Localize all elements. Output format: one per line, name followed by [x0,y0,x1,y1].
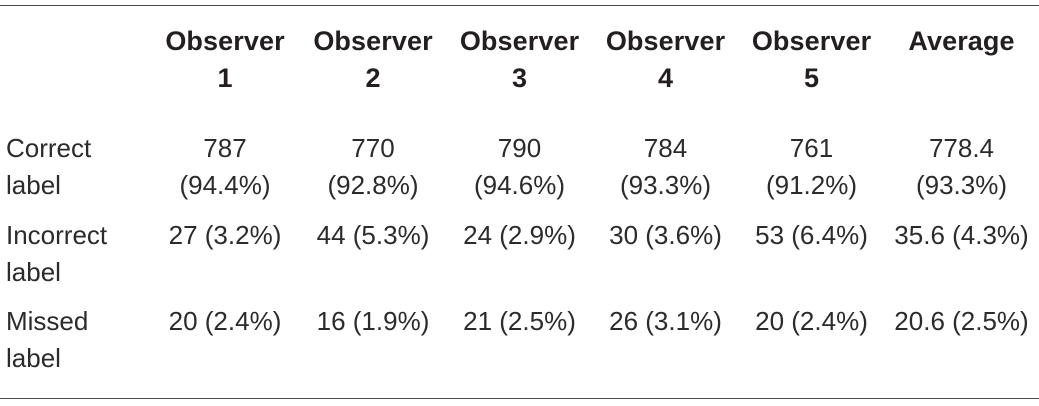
cell-percent: (93.3%) [915,170,1008,200]
table-cell: 21 (2.5%) [447,291,592,377]
table-cell: 790 (94.6%) [447,117,592,204]
cell-value: 30 (3.6%) [609,220,722,250]
cell-percent: (93.3%) [619,170,712,200]
table-cell: 784 (93.3%) [592,117,739,204]
table-cell: 53 (6.4%) [739,204,884,291]
table-bottom-rule [0,398,1039,399]
cell-percent: (94.6%) [473,170,566,200]
header-line-1: Observer [459,26,580,56]
header-line-1: Average [908,26,1015,56]
observer-label-table: Observer 1 Observer 2 Observer 3 Observe… [0,6,1039,377]
table-cell: 30 (3.6%) [592,204,739,291]
cell-value: 44 (5.3%) [316,220,430,250]
cell-value: 26 (3.1%) [609,306,722,336]
table-cell: 761 (91.2%) [739,117,884,204]
table-cell: 770 (92.8%) [299,117,447,204]
cell-percent: (92.8%) [327,170,419,200]
table-row-correct-label: Correct label 787 (94.4%) 770 (92.8%) 79… [0,117,1039,204]
header-row: Observer 1 Observer 2 Observer 3 Observe… [0,6,1039,117]
row-label-line-1: Correct [6,133,92,163]
table-row-missed-label: Missed label 20 (2.4%) 16 (1.9%) 21 (2.5… [0,291,1039,377]
header-line-2: 2 [365,63,381,93]
header-cell-empty [0,6,151,117]
table-cell: 35.6 (4.3%) [884,204,1039,291]
table-row-incorrect-label: Incorrect label 27 (3.2%) 44 (5.3%) 24 (… [0,204,1039,291]
table-cell: 20.6 (2.5%) [884,291,1039,377]
cell-value: 35.6 (4.3%) [894,220,1029,250]
header-line-1: Observer [313,26,433,56]
header-line-2: 1 [217,63,233,93]
cell-value: 770 [351,133,395,163]
cell-value: 24 (2.9%) [463,220,576,250]
cell-value: 21 (2.5%) [463,306,576,336]
table-cell: 20 (2.4%) [151,291,299,377]
table-cell: 26 (3.1%) [592,291,739,377]
row-label-cell: Correct label [0,117,151,204]
cell-percent: (94.4%) [179,170,271,200]
header-cell-observer-1: Observer 1 [151,6,299,117]
cell-value: 790 [497,133,542,163]
row-label-cell: Missed label [0,291,151,377]
table-cell: 778.4 (93.3%) [884,117,1039,204]
table-cell: 16 (1.9%) [299,291,447,377]
cell-percent: (91.2%) [765,170,858,200]
header-cell-observer-4: Observer 4 [592,6,739,117]
row-label-line-2: label [6,343,61,373]
table-cell: 787 (94.4%) [151,117,299,204]
table-cell: 27 (3.2%) [151,204,299,291]
header-line-1: Observer [165,26,285,56]
cell-value: 20 (2.4%) [168,306,282,336]
header-line-2: 3 [511,63,528,93]
table-cell: 44 (5.3%) [299,204,447,291]
cell-value: 784 [643,133,688,163]
header-cell-observer-5: Observer 5 [739,6,884,117]
cell-value: 53 (6.4%) [755,220,868,250]
cell-value: 20.6 (2.5%) [894,306,1029,336]
table-cell: 24 (2.9%) [447,204,592,291]
cell-value: 20 (2.4%) [755,306,868,336]
table-top-rule [0,5,1039,6]
header-line-1: Observer [751,26,872,56]
cell-value: 761 [789,133,834,163]
header-cell-observer-2: Observer 2 [299,6,447,117]
row-label-line-2: label [6,170,61,200]
row-label-line-1: Missed [6,306,89,336]
row-label-line-2: label [6,257,61,287]
cell-value: 16 (1.9%) [316,306,430,336]
table-cell: 20 (2.4%) [739,291,884,377]
header-cell-observer-3: Observer 3 [447,6,592,117]
row-label-cell: Incorrect label [0,204,151,291]
cell-value: 27 (3.2%) [168,220,282,250]
header-cell-average: Average [884,6,1039,117]
header-line-1: Observer [605,26,726,56]
cell-value: 778.4 [928,133,995,163]
header-line-2: 4 [657,63,674,93]
header-line-2: 5 [803,63,820,93]
row-label-line-1: Incorrect [6,220,108,250]
cell-value: 787 [203,133,247,163]
